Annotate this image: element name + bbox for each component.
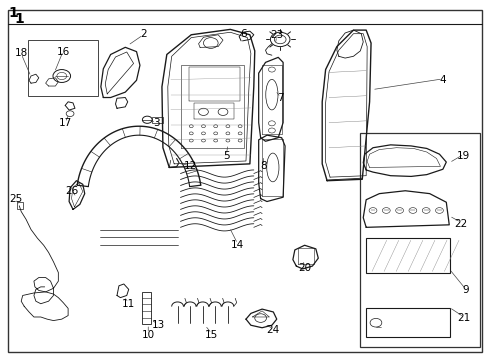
Text: 16: 16 xyxy=(57,46,70,57)
Text: 19: 19 xyxy=(457,150,470,161)
Text: 17: 17 xyxy=(59,118,72,128)
Text: 9: 9 xyxy=(463,285,469,296)
Bar xyxy=(152,117,163,123)
Text: 1: 1 xyxy=(14,12,24,26)
Text: 24: 24 xyxy=(267,325,280,335)
Text: 26: 26 xyxy=(65,186,78,197)
Bar xyxy=(366,238,450,273)
Bar xyxy=(17,202,23,209)
Text: 18: 18 xyxy=(15,48,28,58)
Text: 1: 1 xyxy=(8,6,18,20)
Bar xyxy=(366,309,450,337)
Text: 20: 20 xyxy=(298,263,311,273)
Text: 23: 23 xyxy=(270,30,283,40)
Text: 14: 14 xyxy=(231,240,245,250)
Text: 6: 6 xyxy=(241,29,247,39)
Text: 15: 15 xyxy=(205,330,219,340)
Bar xyxy=(360,134,480,347)
Text: 13: 13 xyxy=(151,320,165,330)
Text: 22: 22 xyxy=(454,219,467,229)
Text: 10: 10 xyxy=(142,330,155,340)
Text: 5: 5 xyxy=(223,150,230,161)
Text: 25: 25 xyxy=(10,194,23,204)
Text: 7: 7 xyxy=(277,93,284,103)
Text: 8: 8 xyxy=(260,161,267,171)
Bar xyxy=(143,292,151,324)
Bar xyxy=(27,40,98,96)
Text: 2: 2 xyxy=(140,29,147,39)
Text: 12: 12 xyxy=(184,161,197,171)
Text: 3: 3 xyxy=(153,118,159,128)
Text: 21: 21 xyxy=(457,313,470,323)
Text: 11: 11 xyxy=(122,299,135,309)
Text: 4: 4 xyxy=(440,75,446,85)
